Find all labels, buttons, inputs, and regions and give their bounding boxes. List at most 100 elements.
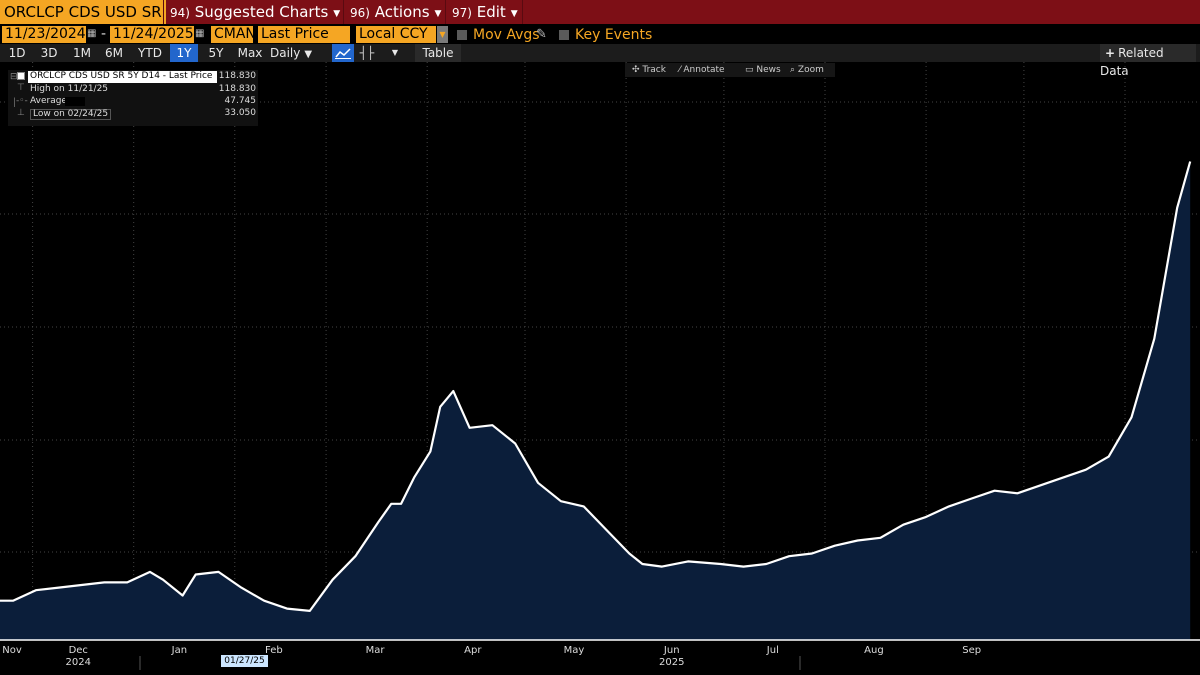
legend-tree-icon: ⊟ (10, 72, 18, 82)
series-visibility-checkbox[interactable] (17, 72, 25, 80)
track-tool[interactable]: ✣ Track (632, 64, 666, 76)
menu-separator (163, 0, 164, 24)
caret-down-icon: ▼ (510, 9, 518, 19)
menu-separator (445, 0, 446, 24)
menu-label: Edit (476, 3, 506, 21)
news-icon: ▭ (745, 65, 754, 75)
news-tool[interactable]: ▭ News (745, 64, 781, 76)
x-tick-label: May (564, 645, 585, 656)
menu-separator (522, 0, 523, 24)
related-data-label: Related Data (1100, 46, 1164, 78)
pencil-icon[interactable]: ✎ (536, 27, 547, 42)
chart-tools-bar (625, 63, 835, 77)
magnifier-icon: ⌕ (790, 65, 796, 75)
x-tick-label: Jul (766, 645, 779, 656)
related-data-button[interactable]: + Related Data (1100, 44, 1196, 78)
line-chart-icon[interactable] (332, 44, 354, 62)
chart-type-dropdown-icon[interactable]: ▼ (391, 48, 399, 57)
annotate-tool[interactable]: ⁄ Annotate (679, 64, 725, 76)
legend-high-value: 118.830 (218, 84, 256, 94)
x-tick-label: Dec (69, 645, 88, 656)
x-axis: Nov Dec Jan Feb Mar Apr May Jun Jul Aug Sep 2024 202… (0, 639, 1200, 675)
annotate-label: Annotate (683, 65, 725, 75)
legend-series-title: ORCLCP CDS USD SR 5Y D14 - Last Price (30, 71, 213, 81)
candlestick-chart-icon[interactable]: ┤├ (359, 46, 375, 60)
zoom-tool[interactable]: ⌕ Zoom (790, 64, 824, 76)
x-tick-label: Sep (962, 645, 981, 656)
x-year-label: 2024 (66, 657, 91, 668)
chart-grid (0, 62, 1200, 640)
plus-icon: + (1105, 46, 1116, 60)
legend-high-label: High on 11/21/25 (30, 84, 109, 94)
period-bar (0, 44, 1200, 62)
track-label: Track (642, 65, 666, 75)
average-marker-icon: -◦- (16, 96, 28, 106)
annotate-icon: ⁄ (679, 65, 681, 75)
caret-down-icon: ▼ (434, 9, 442, 19)
x-axis-background (0, 641, 1200, 675)
end-date-field[interactable]: 11/24/2025 (110, 26, 194, 43)
calendar-icon[interactable]: ▦ (195, 28, 205, 39)
x-year-label: 2025 (659, 657, 684, 668)
legend-low-value: 33.050 (224, 108, 257, 118)
currency-dropdown-icon[interactable]: ▼ (437, 26, 448, 43)
cursor-date-label: 01/27/25 (221, 655, 268, 667)
menu-label: Suggested Charts (194, 3, 329, 21)
menu-label: Actions (374, 3, 430, 21)
legend-average-label: Average (30, 96, 67, 106)
series-area-fill (0, 161, 1191, 640)
source-field[interactable]: CMAN (211, 26, 253, 43)
menu-number: 97) (452, 6, 472, 20)
legend-average-value: 47.745 (224, 96, 257, 106)
low-marker-icon: ⊥ (17, 108, 25, 118)
period-5y[interactable]: 5Y (208, 46, 224, 60)
price-chart[interactable]: Nov Dec Jan Feb Mar Apr May Jun Jul Aug Sep 2024 202… (0, 62, 1200, 675)
legend-last-value: 118.830 (218, 71, 256, 81)
area-layer (0, 161, 1192, 640)
period-1d[interactable]: 1D (8, 46, 26, 60)
key-events-label[interactable]: Key Events (575, 27, 653, 43)
period-ytd[interactable]: YTD (138, 46, 162, 60)
zoom-label: Zoom (797, 65, 824, 75)
security-ticker-field[interactable]: ORCLCP CDS USD SR (0, 0, 166, 24)
calendar-icon[interactable]: ▦ (87, 28, 97, 39)
x-tick-label: Aug (864, 645, 884, 656)
period-max[interactable]: Max (237, 46, 263, 60)
average-swatch (65, 97, 85, 106)
date-range-dash: - (101, 26, 107, 42)
x-tick-label: Mar (366, 645, 386, 656)
legend-tree-lines: │ (12, 98, 17, 107)
period-1y[interactable]: 1Y (170, 44, 198, 62)
period-1m[interactable]: 1M (73, 46, 91, 60)
table-button[interactable]: Table (415, 44, 461, 62)
key-events-checkbox[interactable] (559, 30, 569, 40)
caret-down-icon: ▼ (304, 49, 313, 60)
high-marker-icon: ⊤ (17, 83, 25, 93)
menu-number: 94) (170, 6, 190, 20)
legend-title-highlight (28, 71, 217, 83)
actions-menu[interactable]: 96) Actions ▼ (350, 0, 441, 24)
start-date-field[interactable]: 11/23/2024 (2, 26, 86, 43)
menu-bar (0, 0, 1200, 24)
series-line (0, 161, 1192, 612)
period-3d[interactable]: 3D (40, 46, 58, 60)
mov-avgs-checkbox[interactable] (457, 30, 467, 40)
caret-down-icon: ▼ (333, 9, 341, 19)
period-6m[interactable]: 6M (105, 46, 123, 60)
menu-separator (343, 0, 344, 24)
suggested-charts-menu[interactable]: 94) Suggested Charts ▼ (170, 0, 340, 24)
x-tick-label: Apr (464, 645, 482, 656)
news-label: News (756, 65, 781, 75)
x-tick-label: Nov (2, 645, 22, 656)
mov-avgs-label[interactable]: Mov Avgs (473, 27, 540, 43)
x-tick-label: Feb (265, 645, 283, 656)
frequency-label: Daily (270, 46, 301, 60)
x-tick-label: Jun (663, 645, 680, 656)
currency-field[interactable]: Local CCY (356, 26, 436, 43)
x-tick-label: Jan (171, 645, 187, 656)
legend-low-label: Low on 02/24/25 (30, 109, 112, 120)
menu-number: 96) (350, 6, 370, 20)
frequency-dropdown[interactable]: Daily ▼ (270, 44, 312, 62)
price-field[interactable]: Last Price (258, 26, 350, 43)
edit-menu[interactable]: 97) Edit ▼ (452, 0, 518, 24)
